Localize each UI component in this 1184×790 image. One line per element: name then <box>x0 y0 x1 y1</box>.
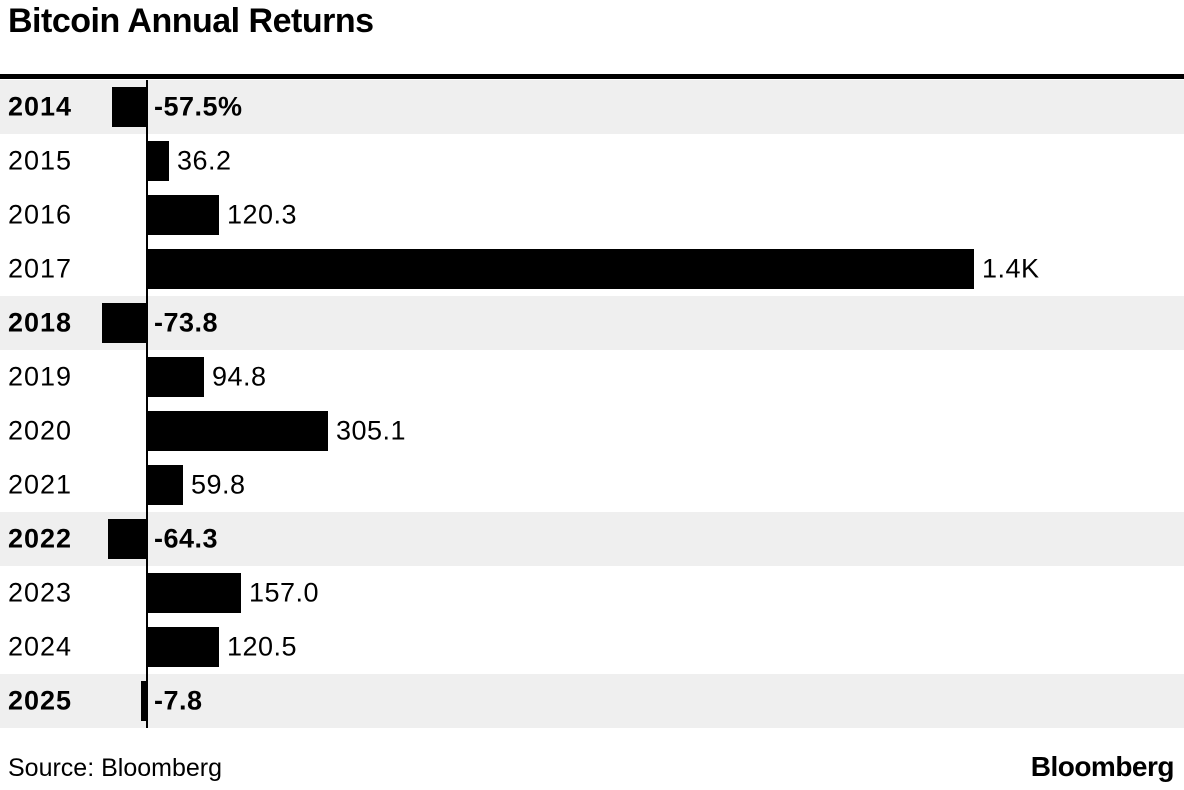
chart-row-2018: 2018 -73.8 <box>0 296 1184 350</box>
chart-row-2021: 2021 59.8 <box>0 458 1184 512</box>
year-label: 2022 <box>8 523 73 554</box>
value-label: 120.3 <box>227 199 298 230</box>
year-label: 2018 <box>8 307 73 338</box>
zero-axis-line <box>146 80 148 728</box>
value-label: -57.5% <box>154 91 243 122</box>
bloomberg-logo: Bloomberg <box>1030 751 1175 782</box>
chart-row-2017: 2017 1.4K <box>0 242 1184 296</box>
chart-row-2016: 2016 120.3 <box>0 188 1184 242</box>
chart-row-2022: 2022 -64.3 <box>0 512 1184 566</box>
value-label: -73.8 <box>154 307 219 338</box>
chart-row-2024: 2024 120.5 <box>0 620 1184 674</box>
source-attribution: Source: Bloomberg <box>8 754 223 782</box>
value-bar <box>148 573 241 613</box>
year-label: 2015 <box>8 145 73 176</box>
value-bar <box>148 141 169 181</box>
value-bar <box>141 681 146 721</box>
year-label: 2019 <box>8 361 73 392</box>
year-label: 2023 <box>8 577 73 608</box>
chart-row-2019: 2019 94.8 <box>0 350 1184 404</box>
chart-row-2025: 2025 -7.8 <box>0 674 1184 728</box>
value-bar <box>148 249 974 289</box>
chart-row-2014: 2014 -57.5% <box>0 80 1184 134</box>
value-bar <box>148 627 219 667</box>
value-bar <box>112 87 146 127</box>
top-divider-rule <box>0 74 1184 79</box>
value-bar <box>148 357 204 397</box>
year-label: 2020 <box>8 415 73 446</box>
value-label: 1.4K <box>982 253 1040 284</box>
chart-row-2020: 2020 305.1 <box>0 404 1184 458</box>
value-bar <box>108 519 146 559</box>
value-label: 59.8 <box>191 469 246 500</box>
value-bar <box>148 195 219 235</box>
year-label: 2017 <box>8 253 73 284</box>
value-bar <box>148 465 183 505</box>
year-label: 2024 <box>8 631 73 662</box>
year-label: 2014 <box>8 91 73 122</box>
value-label: 305.1 <box>336 415 407 446</box>
value-label: -7.8 <box>154 685 203 716</box>
year-label: 2021 <box>8 469 73 500</box>
chart-title: Bitcoin Annual Returns <box>8 2 374 40</box>
bar-chart: 2014 -57.5% 2015 36.2 2016 120.3 2017 1.4K 2018 -… <box>0 80 1184 728</box>
value-label: 157.0 <box>249 577 320 608</box>
value-bar <box>102 303 146 343</box>
value-label: 120.5 <box>227 631 298 662</box>
value-label: 94.8 <box>212 361 267 392</box>
value-label: -64.3 <box>154 523 219 554</box>
value-bar <box>148 411 328 451</box>
value-label: 36.2 <box>177 145 232 176</box>
year-label: 2016 <box>8 199 73 230</box>
chart-row-2015: 2015 36.2 <box>0 134 1184 188</box>
year-label: 2025 <box>8 685 73 716</box>
chart-row-2023: 2023 157.0 <box>0 566 1184 620</box>
chart-rows: 2014 -57.5% 2015 36.2 2016 120.3 2017 1.4K 2018 -… <box>0 80 1184 728</box>
